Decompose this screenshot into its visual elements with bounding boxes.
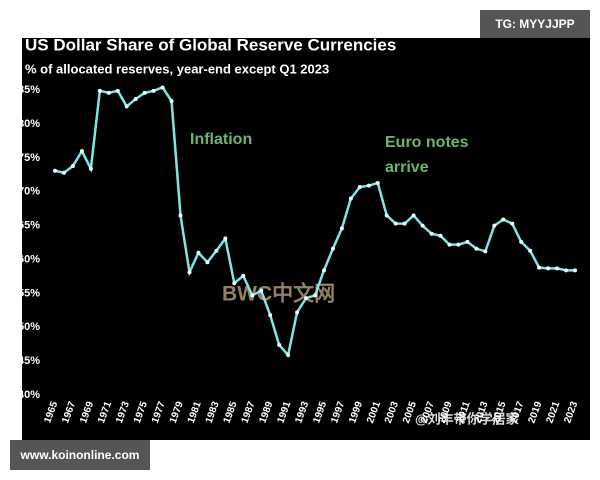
annotation: Inflation [190, 131, 252, 148]
marker [151, 88, 156, 93]
marker [537, 265, 542, 270]
marker [268, 313, 273, 318]
marker [411, 213, 416, 218]
marker [447, 242, 452, 247]
marker [393, 221, 398, 226]
marker [53, 168, 57, 173]
marker [519, 239, 524, 244]
marker [61, 170, 66, 175]
marker [88, 166, 93, 171]
marker [133, 96, 138, 101]
marker [492, 223, 497, 228]
marker [196, 250, 201, 255]
marker [169, 99, 174, 103]
marker [124, 104, 129, 109]
y-tick-label: 45% [18, 355, 40, 367]
marker [465, 239, 470, 244]
badge: TG: MYYJJPP [495, 17, 574, 31]
marker [115, 88, 120, 93]
marker [259, 288, 264, 293]
marker [106, 90, 111, 95]
marker [429, 231, 434, 236]
marker [339, 226, 344, 231]
marker [456, 242, 461, 247]
marker [223, 236, 228, 241]
marker [142, 90, 147, 95]
marker [384, 213, 389, 218]
marker [402, 221, 407, 226]
y-tick-label: 55% [18, 287, 40, 299]
marker [304, 296, 309, 301]
badge-box [480, 10, 590, 38]
annotation: Euro notes [385, 134, 469, 151]
marker [438, 233, 443, 238]
marker [420, 223, 425, 228]
y-tick-label: 60% [18, 253, 40, 265]
marker [187, 270, 192, 275]
y-tick-label: 50% [18, 321, 40, 333]
marker [313, 293, 317, 298]
marker [375, 180, 380, 185]
marker [564, 268, 569, 273]
marker [241, 273, 246, 278]
y-tick-label: 85% [18, 84, 40, 96]
marker [348, 196, 353, 201]
marker [97, 88, 102, 93]
marker [510, 221, 515, 226]
marker [205, 260, 210, 265]
annotation: arrive [385, 159, 429, 176]
marker [573, 268, 577, 273]
marker [214, 248, 219, 253]
watermark: @刘丰带你学居家 [415, 411, 520, 426]
marker [295, 310, 300, 315]
chart-subtitle: % of allocated reserves, year-end except… [25, 61, 329, 76]
marker [501, 217, 506, 222]
marker [79, 149, 84, 154]
plot: 40%45%50%55%60%65%70%75%80%85%1965 1967 19… [18, 84, 580, 425]
marker [277, 342, 282, 347]
chart-title: US Dollar Share of Global Reserve Curren… [25, 35, 396, 54]
marker [366, 183, 371, 188]
y-tick-label: 40% [18, 389, 40, 401]
marker [160, 85, 165, 90]
chart-panel [22, 38, 590, 440]
marker [546, 266, 551, 271]
marker [555, 266, 560, 271]
marker [474, 246, 479, 251]
marker [357, 185, 362, 190]
marker [321, 268, 326, 273]
marker [528, 248, 533, 253]
marker [286, 353, 291, 358]
marker [178, 213, 183, 218]
y-tick-label: 70% [18, 186, 40, 198]
footer: www.koinonline.com [20, 448, 140, 462]
marker [330, 246, 335, 251]
marker [250, 293, 255, 298]
y-tick-label: 75% [18, 152, 40, 164]
y-tick-label: 80% [18, 118, 40, 130]
marker [232, 281, 237, 286]
y-tick-label: 65% [18, 220, 40, 232]
footer-box [10, 440, 150, 470]
marker [483, 249, 488, 254]
marker [70, 164, 75, 169]
